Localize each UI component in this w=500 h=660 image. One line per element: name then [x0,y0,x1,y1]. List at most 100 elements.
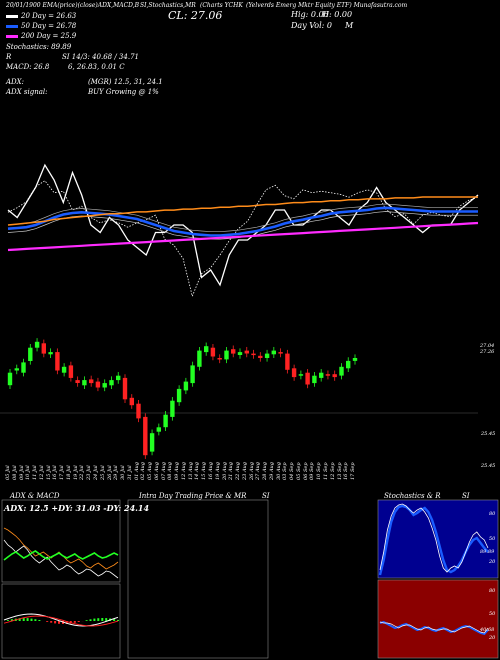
macd-hist-bar [62,621,64,624]
macd-line [3,613,119,627]
date-tick-label: 17 Jul [59,465,66,480]
date-tick-label: 14 Aug [194,462,201,480]
date-tick-label: 17 Sep [350,462,356,480]
candle-body-1 [14,368,19,371]
candle-body-7 [55,352,60,371]
date-tick-label: 11 Jul [32,465,39,480]
date-tick-label: 05 Jul [5,465,11,480]
candle-body-37 [258,355,263,358]
macd-hist-bar [89,619,92,621]
date-tick-label: 23 Aug [241,462,248,480]
stoch-panel [377,499,499,579]
candle-body-22 [156,427,161,432]
candle-body-12 [89,379,94,384]
date-tick-label: 18 Jul [65,465,72,480]
candle-body-36 [251,353,256,356]
macd-hist-bar [18,618,21,621]
ema200-swatch [6,34,18,38]
macd-hist-bar [46,621,49,622]
date-tick-label: 09 Sep [309,462,316,480]
macd-hist-bar [34,619,37,621]
candle-body-9 [68,365,74,378]
candle-body-41 [285,353,290,370]
candle-body-19 [136,403,141,419]
candle-body-21 [149,433,155,452]
candle-body-27 [190,365,195,384]
header-line-1c: (Charts YCHK [200,2,243,9]
adx-panel-readout: ADX: 12.5 +DY: 31.03 -DY: 24.14 [4,503,150,513]
stoch-title: Stochastics & R [384,492,441,500]
candle-body-44 [305,372,310,385]
candle-body-23 [163,414,168,428]
date-tick-label: 05 Sep [295,462,302,480]
volume-unit: M [345,21,354,30]
date-tick-label: 27 Aug [255,462,262,480]
candle-body-6 [48,352,53,355]
date-tick-label: 11 Sep [322,462,329,480]
date-tick-label: 26 Jul [106,465,113,480]
macd-hist-bar [85,620,88,621]
si-signal-line [379,621,489,634]
candle-body-8 [61,366,67,373]
date-tick-label: 02 Aug [140,462,147,480]
macd-hist-bar [113,619,116,621]
candle-body-35 [244,350,249,354]
header-line-1a: 20/01/1900 EMA(price)(close)ADX,MACD,B [6,2,140,9]
candle-side-label-2: 25.45 [481,463,496,469]
macd-hist-bar [101,618,104,621]
candle-body-3 [28,347,33,361]
macd-hist-bar [65,621,68,624]
candle-body-26 [183,381,189,391]
si-tick-80: 80 [489,588,496,594]
stoch-value: 89.89 [480,549,495,555]
candle-body-51 [352,358,358,361]
adx-label: ADX: [6,78,25,86]
macd-hist-bar [109,618,112,621]
candle-body-0 [7,372,13,386]
date-axis: 05 Jul 08 Jul 09 Jul 10 Jul 11 Jul 12 Jul 15 J… [0,462,500,492]
adx-values: (MGR) 12.5, 31, 24.1 [88,78,163,86]
ema50-swatch [6,24,18,28]
candle-body-16 [116,375,121,381]
date-tick-label: 07 Aug [160,462,167,480]
adx-signal-value: BUY Growing @ 1% [88,88,159,96]
ema200-line [7,196,478,226]
date-tick-label: 28 Aug [262,462,269,480]
candle-body-32 [224,350,229,360]
candle-body-48 [332,374,337,378]
candle-body-38 [264,353,270,358]
candle-body-28 [197,350,202,367]
adx-signal-label: ADX signal: [6,88,48,96]
macd-panel [1,583,121,659]
macd-hist-bar [77,621,80,622]
date-tick-label: 01 Aug [133,462,140,480]
candle-body-40 [278,352,283,354]
macd-hist-bar [30,618,33,621]
ema-band-upper [7,203,478,233]
stoch-d-line [379,503,489,573]
candle-body-10 [75,380,80,383]
high-value: H: 0.00 [322,10,353,19]
ema20-legend: 20 Day = 26.63 [6,12,76,20]
date-tick-label: 10 Jul [25,465,32,480]
ema300-line [7,221,479,252]
macd-hist-bar [105,618,108,621]
macd-hist-bar [38,620,41,621]
mr-title: Intra Day Trading Price & MR [139,492,247,500]
candle-body-46 [319,372,324,378]
stoch-tick-80: 80 [489,511,496,517]
date-tick-label: 24 Jul [92,465,99,480]
date-tick-label: 19 Aug [214,462,221,480]
date-tick-label: 13 Sep [336,462,343,480]
macd-hist-bar [26,618,29,621]
macd-hist-bar [50,621,53,623]
ema200-legend: 200 Day = 25.9 [6,32,76,40]
stoch-tick-20: 20 [489,559,496,565]
candle-body-39 [271,350,276,355]
date-tick-label: 15 Aug [201,462,208,480]
date-tick-label: 16 Aug [207,462,214,480]
date-tick-label: 31 Jul [126,465,133,480]
date-tick-label: 15 Jul [45,465,52,480]
row-r-label: R [6,53,12,61]
